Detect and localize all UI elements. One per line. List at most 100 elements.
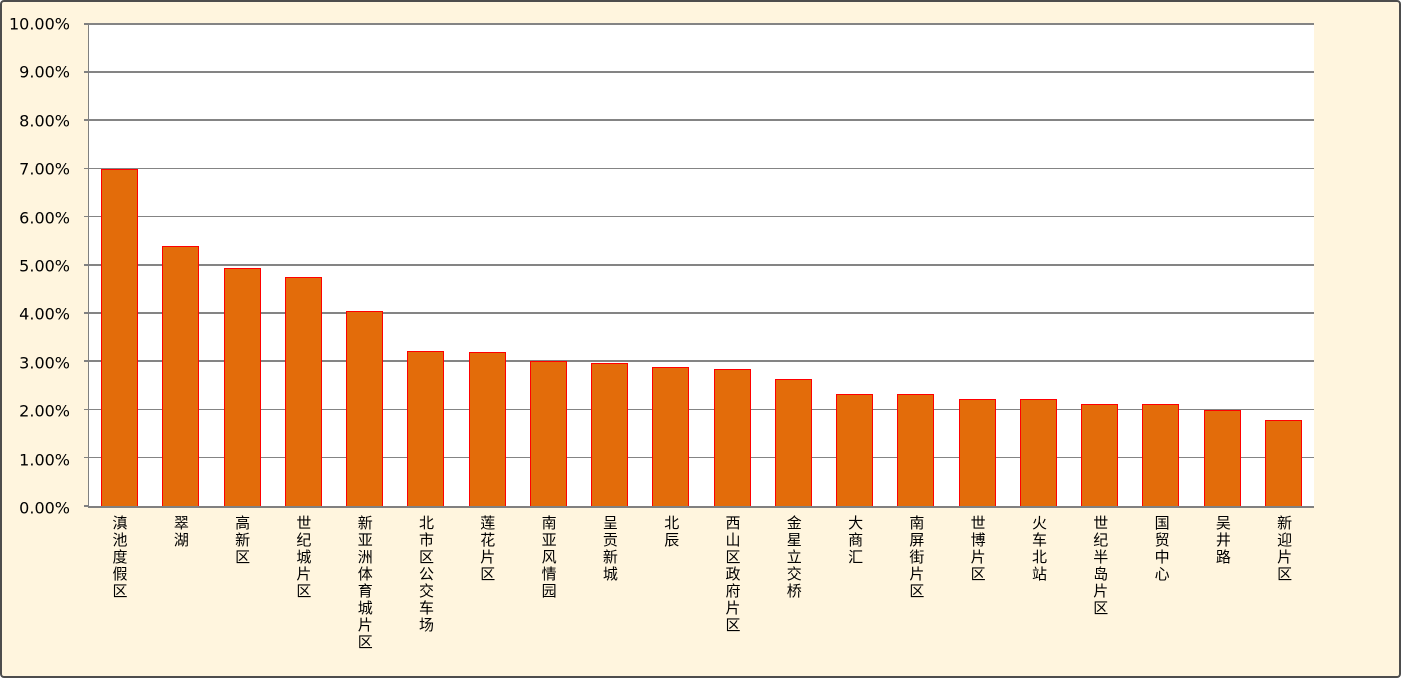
y-axis-tick-label: 3.00% — [19, 353, 70, 373]
y-axis-tick-label: 6.00% — [19, 208, 70, 228]
bar-slot — [334, 24, 395, 506]
bar — [223, 268, 261, 506]
x-label-slot: 新亚洲体育城片区 — [333, 515, 394, 671]
gridline — [89, 119, 1314, 121]
x-axis-category-label: 世博片区 — [968, 515, 987, 583]
x-label-slot: 高新区 — [211, 515, 272, 671]
bar-slot — [150, 24, 211, 506]
bar — [958, 398, 996, 506]
bar-slot — [273, 24, 334, 506]
bar — [468, 351, 506, 506]
y-axis-tick — [84, 312, 89, 314]
bar-slot — [1253, 24, 1314, 506]
bar-slot — [212, 24, 273, 506]
gridline — [89, 215, 1314, 218]
x-axis-category-label: 世纪半岛片区 — [1091, 515, 1110, 617]
bar — [1203, 409, 1241, 506]
y-axis-tick-label: 9.00% — [19, 62, 70, 82]
y-axis-tick-label: 0.00% — [19, 498, 70, 518]
x-axis-category-label: 呈贡新城 — [600, 515, 619, 583]
x-axis-category-label: 大商汇 — [846, 515, 865, 566]
bar — [346, 311, 384, 506]
x-axis-category-label: 高新区 — [233, 515, 252, 566]
bar — [101, 168, 139, 506]
x-label-slot: 世纪半岛片区 — [1069, 515, 1130, 671]
x-label-slot: 世纪城片区 — [272, 515, 333, 671]
bar — [162, 245, 200, 506]
y-axis-tick-label: 8.00% — [19, 111, 70, 131]
y-axis-tick-label: 4.00% — [19, 304, 70, 324]
bar — [897, 394, 935, 506]
y-axis-tick — [84, 456, 89, 459]
x-label-slot: 北辰 — [640, 515, 701, 671]
x-axis-category-label: 滇池度假区 — [110, 515, 129, 600]
x-label-slot: 呈贡新城 — [578, 515, 639, 671]
bar-slot — [1192, 24, 1253, 506]
bar — [407, 350, 445, 506]
bar — [836, 393, 874, 506]
bar-slot — [395, 24, 456, 506]
x-axis-category-label: 世纪城片区 — [294, 515, 313, 600]
x-label-slot: 国贸中心 — [1130, 515, 1191, 671]
bar — [1019, 399, 1057, 506]
y-axis-tick-label: 7.00% — [19, 159, 70, 179]
x-label-slot: 南亚风情园 — [517, 515, 578, 671]
x-label-slot: 大商汇 — [824, 515, 885, 671]
x-label-slot: 滇池度假区 — [88, 515, 149, 671]
gridline — [89, 312, 1314, 314]
bar — [652, 367, 690, 506]
gridline — [89, 71, 1314, 73]
y-axis-tick — [84, 167, 89, 170]
bar-slot — [1130, 24, 1191, 506]
x-label-slot: 世博片区 — [946, 515, 1007, 671]
gridline — [89, 360, 1314, 362]
x-label-slot: 翠湖 — [149, 515, 210, 671]
bar-slot — [1069, 24, 1130, 506]
bar — [529, 361, 567, 506]
y-axis-tick — [84, 71, 89, 73]
bar-slot — [824, 24, 885, 506]
x-axis-category-label: 火车北站 — [1029, 515, 1048, 583]
bar-slot — [89, 24, 150, 506]
bar — [774, 379, 812, 506]
y-axis-tick-label: 5.00% — [19, 256, 70, 276]
gridline — [89, 264, 1314, 266]
x-label-slot: 北市区公交车场 — [394, 515, 455, 671]
x-label-slot: 南屏街片区 — [885, 515, 946, 671]
gridline — [89, 23, 1314, 25]
bar-slot — [885, 24, 946, 506]
x-label-slot: 火车北站 — [1007, 515, 1068, 671]
bar-slot — [518, 24, 579, 506]
bar-slot — [457, 24, 518, 506]
x-axis-category-label: 北市区公交车场 — [417, 515, 435, 634]
x-axis-category-label: 北辰 — [662, 515, 681, 549]
bar — [1081, 403, 1119, 506]
x-axis-category-label: 莲花片区 — [478, 515, 497, 583]
x-label-slot: 金星立交桥 — [762, 515, 823, 671]
bar — [591, 363, 629, 506]
bars-layer — [89, 24, 1314, 506]
bar-slot — [1008, 24, 1069, 506]
y-axis-tick-label: 10.00% — [8, 14, 70, 34]
x-axis-labels: 滇池度假区 翠湖 高新区 世纪城片区 新亚洲体育城片区 北市区公交车场 莲花片区 南亚风情园 呈… — [88, 515, 1314, 671]
x-axis-category-label: 西山区政府片区 — [723, 515, 742, 634]
bar-slot — [947, 24, 1008, 506]
bar — [1142, 404, 1180, 506]
x-label-slot: 新迎片区 — [1253, 515, 1314, 671]
y-axis-tick-label: 2.00% — [19, 401, 70, 421]
x-label-slot: 吴井路 — [1191, 515, 1252, 671]
x-axis-category-label: 翠湖 — [171, 515, 190, 549]
gridline — [89, 456, 1314, 459]
y-axis-tick — [84, 505, 89, 507]
bar — [713, 369, 751, 506]
x-axis-category-label: 国贸中心 — [1152, 515, 1171, 583]
x-axis-category-label: 南屏街片区 — [907, 515, 926, 600]
gridline — [89, 167, 1314, 170]
bar-slot — [702, 24, 763, 506]
gridline — [89, 408, 1314, 411]
y-axis-tick-label: 1.00% — [19, 450, 70, 470]
y-axis-tick — [84, 360, 89, 362]
y-axis-tick — [84, 215, 89, 218]
bar — [1264, 420, 1302, 506]
